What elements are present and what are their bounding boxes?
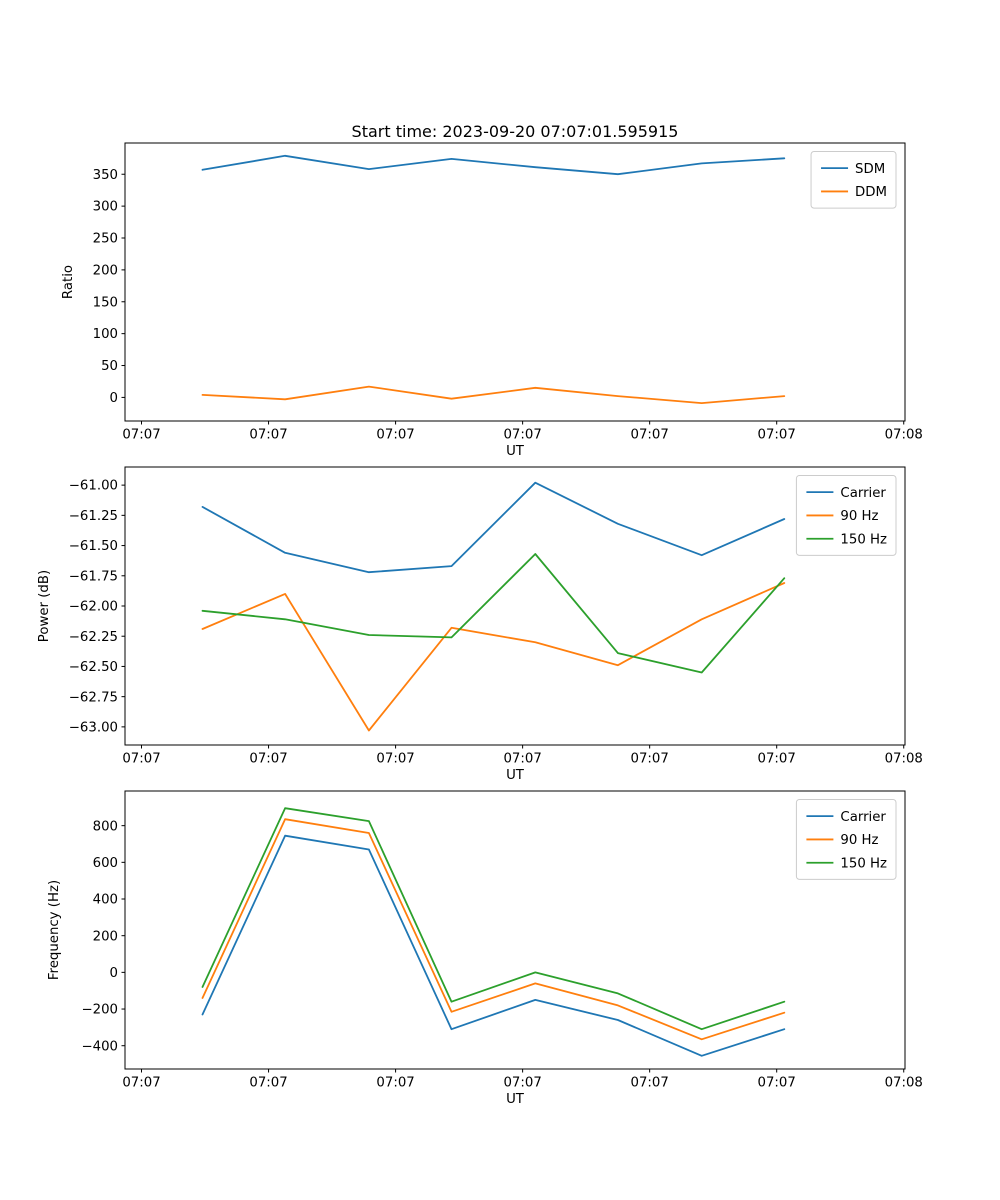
- x-tick-label: 07:07: [249, 1076, 287, 1091]
- y-tick-label: 200: [93, 929, 118, 944]
- 90-hz-line: [201, 582, 786, 732]
- y-tick-label: −61.75: [69, 569, 118, 584]
- legend-label: DDM: [855, 185, 887, 200]
- 150-hz-line: [201, 553, 786, 674]
- y-tick-label: 0: [110, 966, 118, 981]
- y-tick-label: −61.50: [69, 539, 118, 554]
- axes-frame: [124, 142, 906, 422]
- y-tick-label: −62.00: [69, 600, 118, 615]
- frequency-plot: 07:07 07:07 07:07 07:07 07:07 07:07 07:08 −400 −…: [47, 790, 923, 1107]
- x-tick-label: 07:07: [503, 428, 541, 443]
- y-tick-label: −63.00: [69, 720, 118, 735]
- x-tick-label: 07:07: [122, 428, 160, 443]
- legend-box: [795, 799, 897, 880]
- y-tick-label: 400: [93, 893, 118, 908]
- y-tick-label: −62.75: [69, 690, 118, 705]
- x-tick-label: 07:07: [630, 428, 668, 443]
- x-tick-label: 07:07: [503, 1076, 541, 1091]
- x-tick-label: 07:08: [885, 428, 923, 443]
- y-tick-label: −400: [81, 1039, 118, 1054]
- x-tick-label: 07:07: [249, 752, 287, 767]
- x-tick-label: 07:07: [758, 1076, 796, 1091]
- y-tick-label: 350: [93, 168, 118, 183]
- ratio-plot: 07:07 07:07 07:07 07:07 07:07 07:07 07:08 0 50 10…: [61, 142, 923, 459]
- y-tick-label: 0: [110, 391, 118, 406]
- ddm-line: [201, 385, 786, 405]
- x-tick-label: 07:07: [122, 752, 160, 767]
- y-tick-label: −200: [81, 1003, 118, 1018]
- y-tick-label: 250: [93, 232, 118, 247]
- y-tick-label: 200: [93, 263, 118, 278]
- 150-hz-line: [201, 807, 786, 1031]
- x-tick-label: 07:07: [249, 428, 287, 443]
- y-tick-label: 150: [93, 295, 118, 310]
- y-tick-label: 100: [93, 327, 118, 342]
- x-tick-label: 07:07: [758, 428, 796, 443]
- legend-label: Carrier: [840, 810, 886, 825]
- x-tick-label: 07:07: [630, 1076, 668, 1091]
- y-tick-label: −62.50: [69, 660, 118, 675]
- 90-hz-line: [201, 818, 786, 1041]
- figure-title: Start time: 2023-09-20 07:07:01.595915: [351, 122, 679, 141]
- y-tick-label: −62.25: [69, 630, 118, 645]
- x-tick-label: 07:08: [885, 1076, 923, 1091]
- legend-box: [795, 475, 897, 556]
- carrier-line: [201, 834, 786, 1057]
- y-axis-label: Power (dB): [37, 570, 52, 642]
- x-tick-label: 07:07: [758, 752, 796, 767]
- x-tick-label: 07:07: [122, 1076, 160, 1091]
- legend-label: 90 Hz: [840, 509, 878, 524]
- legend-box: [810, 151, 897, 209]
- y-tick-label: 50: [101, 359, 118, 374]
- x-tick-label: 07:08: [885, 752, 923, 767]
- carrier-line: [201, 481, 786, 574]
- x-tick-label: 07:07: [503, 752, 541, 767]
- axes-frame: [124, 466, 906, 746]
- legend-label: 150 Hz: [840, 856, 887, 871]
- y-tick-label: −61.00: [69, 479, 118, 494]
- legend: SDM DDM: [810, 151, 897, 209]
- y-tick-label: 300: [93, 200, 118, 215]
- x-tick-label: 07:07: [630, 752, 668, 767]
- sdm-line: [201, 154, 786, 176]
- y-tick-label: 800: [93, 819, 118, 834]
- x-tick-label: 07:07: [376, 1076, 414, 1091]
- legend: Carrier 90 Hz 150 Hz: [795, 799, 897, 880]
- x-tick-label: 07:07: [376, 752, 414, 767]
- power-plot: 07:07 07:07 07:07 07:07 07:07 07:07 07:08 −63.0…: [37, 466, 923, 783]
- x-tick-label: 07:07: [376, 428, 414, 443]
- axes-frame: [124, 790, 906, 1070]
- y-tick-label: 600: [93, 856, 118, 871]
- legend-label: 150 Hz: [840, 532, 887, 547]
- y-axis-label: Ratio: [61, 265, 76, 299]
- legend: Carrier 90 Hz 150 Hz: [795, 475, 897, 556]
- x-axis-label: UT: [506, 768, 525, 783]
- legend-label: SDM: [855, 162, 885, 177]
- y-tick-label: −61.25: [69, 509, 118, 524]
- legend-label: 90 Hz: [840, 833, 878, 848]
- legend-label: Carrier: [840, 486, 886, 501]
- y-axis-label: Frequency (Hz): [47, 880, 62, 980]
- x-axis-label: UT: [506, 1092, 525, 1107]
- x-axis-label: UT: [506, 444, 525, 459]
